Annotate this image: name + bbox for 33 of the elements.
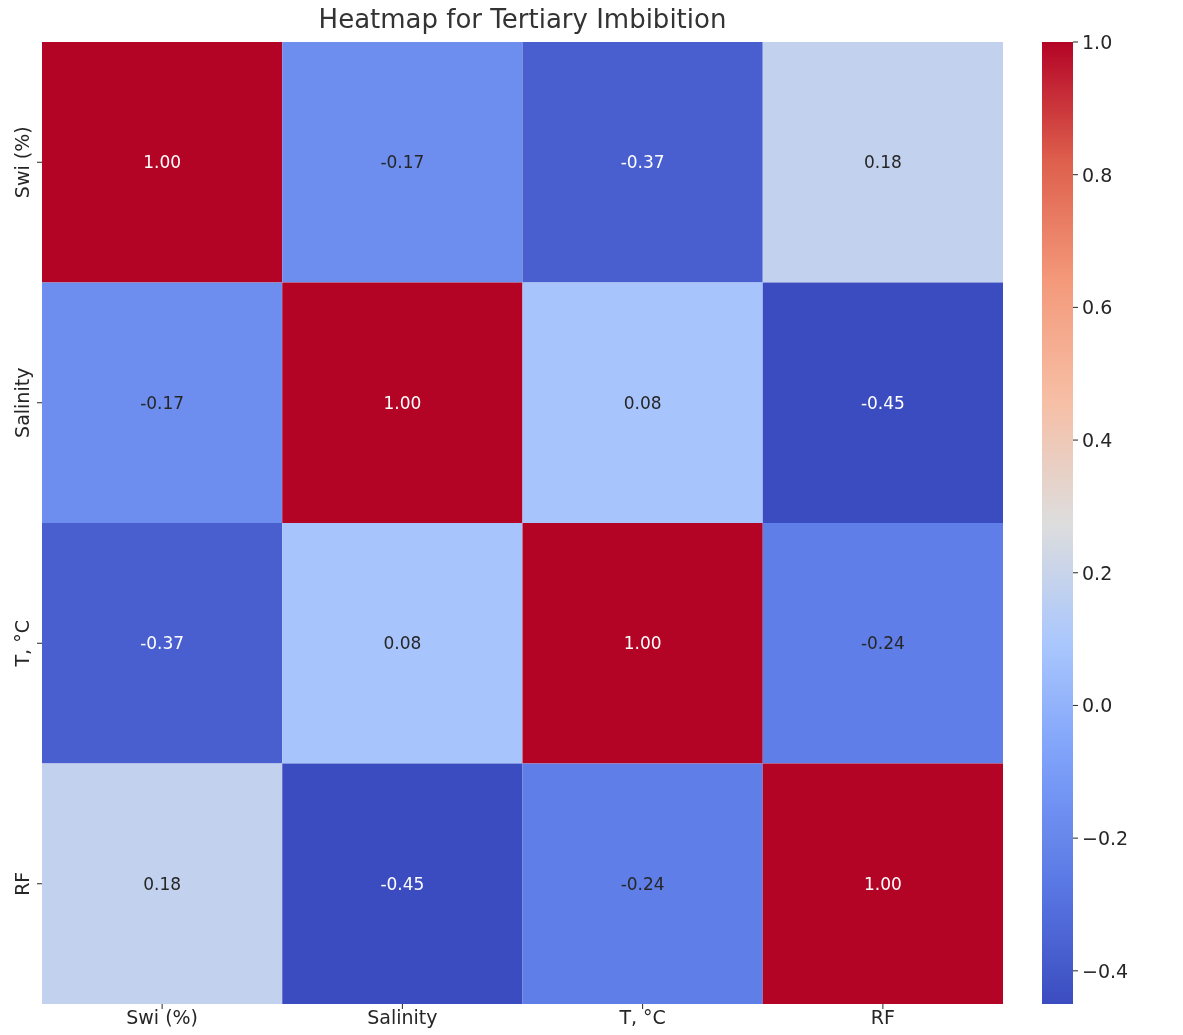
color-bar-label: −0.4 [1082,959,1129,982]
data-label: 1.00 [383,392,422,413]
data-label: -0.45 [860,392,905,413]
data-label: -0.17 [380,152,425,173]
data-label: 1.00 [863,873,902,894]
data-label: -0.17 [140,392,185,413]
data-label: -0.24 [620,873,665,894]
x-tick-label: Salinity [367,1006,438,1029]
data-label: -0.37 [620,152,665,173]
color-bar-label: 0.2 [1082,561,1113,584]
data-label: -0.37 [140,633,185,654]
color-bar-label: −0.2 [1082,827,1129,850]
data-label: -0.24 [860,633,905,654]
color-bar-label: 0.8 [1082,163,1113,186]
data-label: 0.18 [863,152,902,173]
y-tick-label: T, °C [11,620,33,668]
x-tick-label: Swi (%) [126,1006,199,1029]
color-bar-label: 0.6 [1082,296,1113,319]
data-label: 0.08 [623,392,662,413]
data-label: 1.00 [623,633,662,654]
y-tick-label: Salinity [11,367,33,438]
chart-title: Heatmap for Tertiary Imbibition [317,4,728,34]
data-label: 1.00 [143,152,182,173]
color-bar-label: 0.4 [1082,429,1113,452]
data-label: 0.08 [383,633,422,654]
x-tick-label: RF [870,1006,895,1029]
x-tick-label: T, °C [618,1006,666,1029]
data-label: -0.45 [380,873,425,894]
color-bar-label: 0.0 [1082,694,1113,717]
data-label: 0.18 [143,873,182,894]
y-tick-label: Swi (%) [11,126,33,199]
color-bar-label: 1.0 [1082,31,1113,53]
y-tick-label: RF [11,871,33,896]
